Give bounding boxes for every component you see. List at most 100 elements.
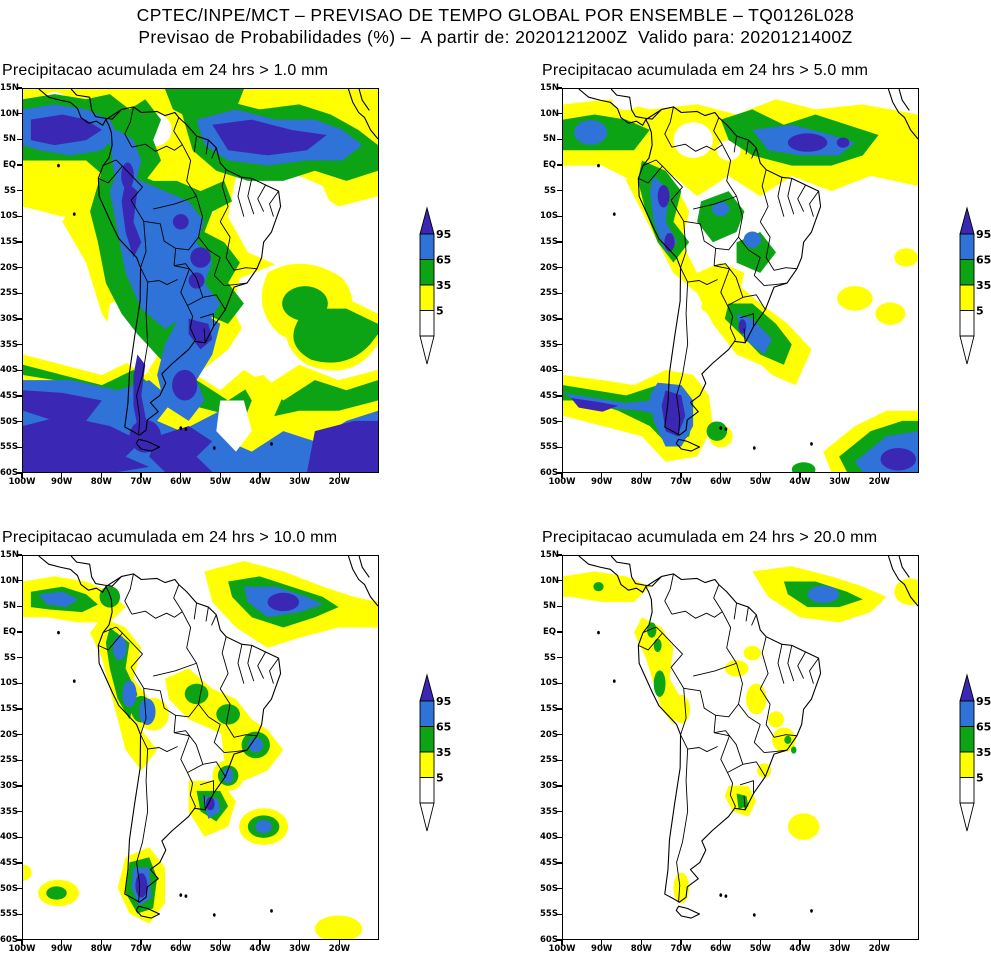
lat-tick-label: 55S <box>0 909 18 920</box>
lon-tick-label: 90W <box>51 477 73 487</box>
country-border <box>681 268 688 282</box>
contour-region-i <box>121 162 134 190</box>
coastline <box>71 556 121 586</box>
contour-region-i <box>738 319 747 334</box>
country-border <box>748 717 764 753</box>
lat-tick-label: 45S <box>540 858 558 868</box>
lat-tick-label: 10S <box>540 678 558 689</box>
country-border <box>714 731 743 765</box>
country-border <box>714 118 723 145</box>
lat-tick-label: 55S <box>0 442 18 453</box>
lat-tick-mark <box>557 292 562 295</box>
lat-tick-mark <box>557 785 562 787</box>
country-border <box>722 612 736 664</box>
lon-tick-mark <box>100 473 103 478</box>
country-border <box>194 603 196 619</box>
country-border <box>737 663 749 717</box>
lat-tick-mark <box>17 420 22 423</box>
colorbar-label: 5 <box>436 772 444 785</box>
lat-tick-mark <box>17 887 22 890</box>
contour-region-i <box>172 369 198 401</box>
lon-tick-label: 60W <box>710 944 732 954</box>
lon-tick-label: 100W <box>548 944 576 954</box>
contour-region-b <box>712 201 730 217</box>
country-border <box>187 306 195 342</box>
coastline <box>136 906 159 918</box>
country-border <box>671 187 684 221</box>
lat-tick-label: 10N <box>540 108 559 119</box>
contour-region-i <box>172 214 189 230</box>
lon-tick-label: 30W <box>829 944 851 954</box>
country-border <box>206 607 208 621</box>
country-border <box>197 663 209 717</box>
country-border <box>125 574 134 614</box>
contour-region-b <box>112 635 127 661</box>
contour-region-i <box>267 592 300 612</box>
country-border <box>684 688 716 732</box>
country-border <box>103 160 116 166</box>
lat-tick-mark <box>557 759 562 762</box>
lon-tick-mark <box>759 473 762 478</box>
lat-tick-mark <box>17 395 22 397</box>
lat-tick-mark <box>557 862 562 864</box>
probability-colorbar: 95 65 35 5 <box>957 673 991 833</box>
country-border <box>137 749 148 902</box>
lon-tick-mark <box>680 940 682 945</box>
contour-region-g <box>647 622 657 638</box>
islet-mark <box>184 427 188 431</box>
country-border <box>174 118 183 145</box>
islet-mark <box>719 426 723 430</box>
colorbar-label: 65 <box>976 721 991 734</box>
lat-tick-label: 50S <box>540 883 558 894</box>
lat-tick-label: 20S <box>540 262 558 273</box>
country-border <box>270 658 279 684</box>
lat-tick-mark <box>557 810 562 813</box>
colorbar-arrow-top <box>419 206 435 235</box>
lon-tick-mark <box>838 473 841 478</box>
country-border <box>220 222 234 271</box>
coastline <box>579 89 646 125</box>
country-border <box>714 585 723 612</box>
country-border <box>760 637 768 689</box>
lon-tick-mark <box>680 473 682 478</box>
colorbar-segment-y <box>419 751 435 778</box>
lat-tick-label: 15S <box>0 237 18 247</box>
lat-tick-label: 40S <box>0 832 18 843</box>
country-border <box>656 160 682 187</box>
country-border <box>248 645 254 681</box>
colorbar-label: 95 <box>436 695 451 708</box>
country-border <box>103 627 116 633</box>
lat-tick-mark <box>17 579 22 582</box>
contour-region-y <box>563 571 650 602</box>
islet-mark <box>72 679 76 683</box>
colorbar-segment-b <box>959 233 975 260</box>
country-border <box>743 762 765 777</box>
islet-mark <box>57 630 60 635</box>
country-border <box>643 627 656 633</box>
colorbar-segment-g <box>419 726 435 753</box>
lat-tick-label: EQ <box>542 627 556 637</box>
country-border <box>688 746 718 751</box>
lat-tick-mark <box>557 241 562 243</box>
country-border <box>727 773 735 809</box>
probability-colorbar: 95 65 35 5 <box>417 206 453 366</box>
contour-region-y <box>768 711 784 728</box>
country-border <box>665 574 674 614</box>
country-border <box>116 160 142 187</box>
country-border <box>234 268 257 271</box>
lon-tick-mark <box>60 940 63 945</box>
country-border <box>141 251 147 267</box>
lat-tick-mark <box>557 939 562 941</box>
lat-tick-mark <box>557 446 562 449</box>
lon-tick-label: 30W <box>289 477 311 487</box>
lat-tick-label: 30S <box>0 314 18 324</box>
lon-tick-label: 80W <box>90 944 112 954</box>
country-border <box>798 185 806 212</box>
colorbar-label: 65 <box>436 254 451 267</box>
lat-tick-label: 10N <box>0 575 19 586</box>
colorbar-arrow-bottom <box>959 335 975 365</box>
lat-tick-mark <box>557 656 562 659</box>
country-border <box>744 329 745 343</box>
country-border <box>208 717 224 753</box>
country-border <box>714 264 743 298</box>
